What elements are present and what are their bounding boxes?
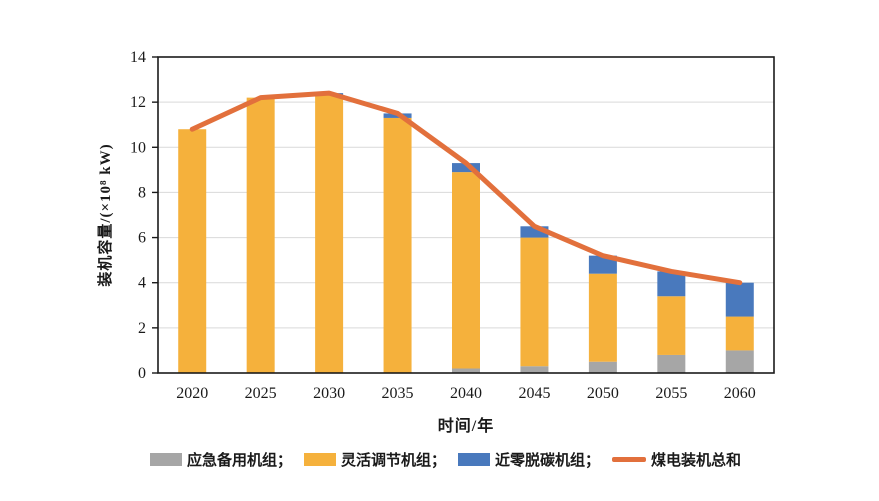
y-tick-label: 12 bbox=[130, 94, 146, 111]
legend-item-flexible-regulation: 灵活调节机组； bbox=[304, 449, 446, 470]
x-tick-label: 2020 bbox=[176, 385, 208, 402]
x-tick-label: 2045 bbox=[518, 385, 550, 402]
legend-label: 灵活调节机组； bbox=[341, 453, 447, 469]
y-tick-label: 2 bbox=[138, 320, 146, 337]
x-tick-label: 2060 bbox=[724, 385, 756, 402]
y-axis-title: 装机容量/(×10⁸ kW) bbox=[98, 143, 114, 287]
bar-segment bbox=[588, 273, 617, 362]
x-tick-label: 2040 bbox=[450, 385, 482, 402]
orange-line-swatch-icon bbox=[612, 457, 647, 462]
x-tick-label: 2050 bbox=[587, 385, 619, 402]
bar-segment bbox=[725, 282, 754, 317]
legend-item-emergency-backup: 应急备用机组； bbox=[150, 449, 292, 470]
total-line bbox=[189, 90, 743, 286]
plot-frame bbox=[157, 56, 775, 374]
bar-segment bbox=[588, 255, 617, 274]
x-tick-label: 2035 bbox=[382, 385, 414, 402]
bar-segment bbox=[452, 172, 480, 369]
bar-segment bbox=[178, 129, 207, 373]
bar-segment bbox=[657, 296, 686, 355]
bar-segment bbox=[657, 271, 686, 297]
y-tick-label: 6 bbox=[138, 230, 146, 247]
legend-label: 近零脱碳机组； bbox=[495, 453, 601, 469]
x-axis-title: 时间/年 bbox=[437, 418, 495, 435]
bar-segment bbox=[520, 237, 549, 367]
x-tick-label: 2025 bbox=[245, 385, 277, 402]
bar-segment bbox=[246, 97, 275, 373]
bar-segment bbox=[383, 117, 412, 373]
y-tick-label: 0 bbox=[138, 365, 146, 382]
bar-segment bbox=[657, 354, 686, 373]
x-tick-label: 2055 bbox=[655, 385, 687, 402]
bar-segment bbox=[520, 366, 549, 373]
legend-label: 煤电装机总和 bbox=[651, 453, 742, 469]
bar-segment bbox=[520, 226, 549, 238]
legend-item-total-coal: 煤电装机总和 bbox=[612, 449, 741, 470]
y-tick-label: 10 bbox=[130, 139, 146, 156]
bar-segment bbox=[725, 350, 754, 373]
bar-segment bbox=[452, 163, 480, 173]
y-tick-label: 14 bbox=[130, 49, 146, 66]
legend: 应急备用机组； 灵活调节机组； 近零脱碳机组； 煤电装机总和 bbox=[150, 449, 741, 470]
bar-segment bbox=[452, 368, 480, 373]
legend-label: 应急备用机组； bbox=[187, 453, 293, 469]
y-tick-label: 8 bbox=[138, 184, 146, 201]
blue-swatch-icon bbox=[458, 453, 491, 466]
legend-item-near-zero-carbon: 近零脱碳机组； bbox=[458, 449, 600, 470]
bar-segment bbox=[725, 316, 754, 351]
bar-segment bbox=[315, 95, 344, 373]
yellow-swatch-icon bbox=[304, 453, 337, 466]
x-tick-label: 2030 bbox=[313, 385, 345, 402]
y-tick-label: 4 bbox=[138, 275, 146, 292]
bar-segment bbox=[588, 361, 617, 373]
gray-swatch-icon bbox=[150, 453, 182, 466]
